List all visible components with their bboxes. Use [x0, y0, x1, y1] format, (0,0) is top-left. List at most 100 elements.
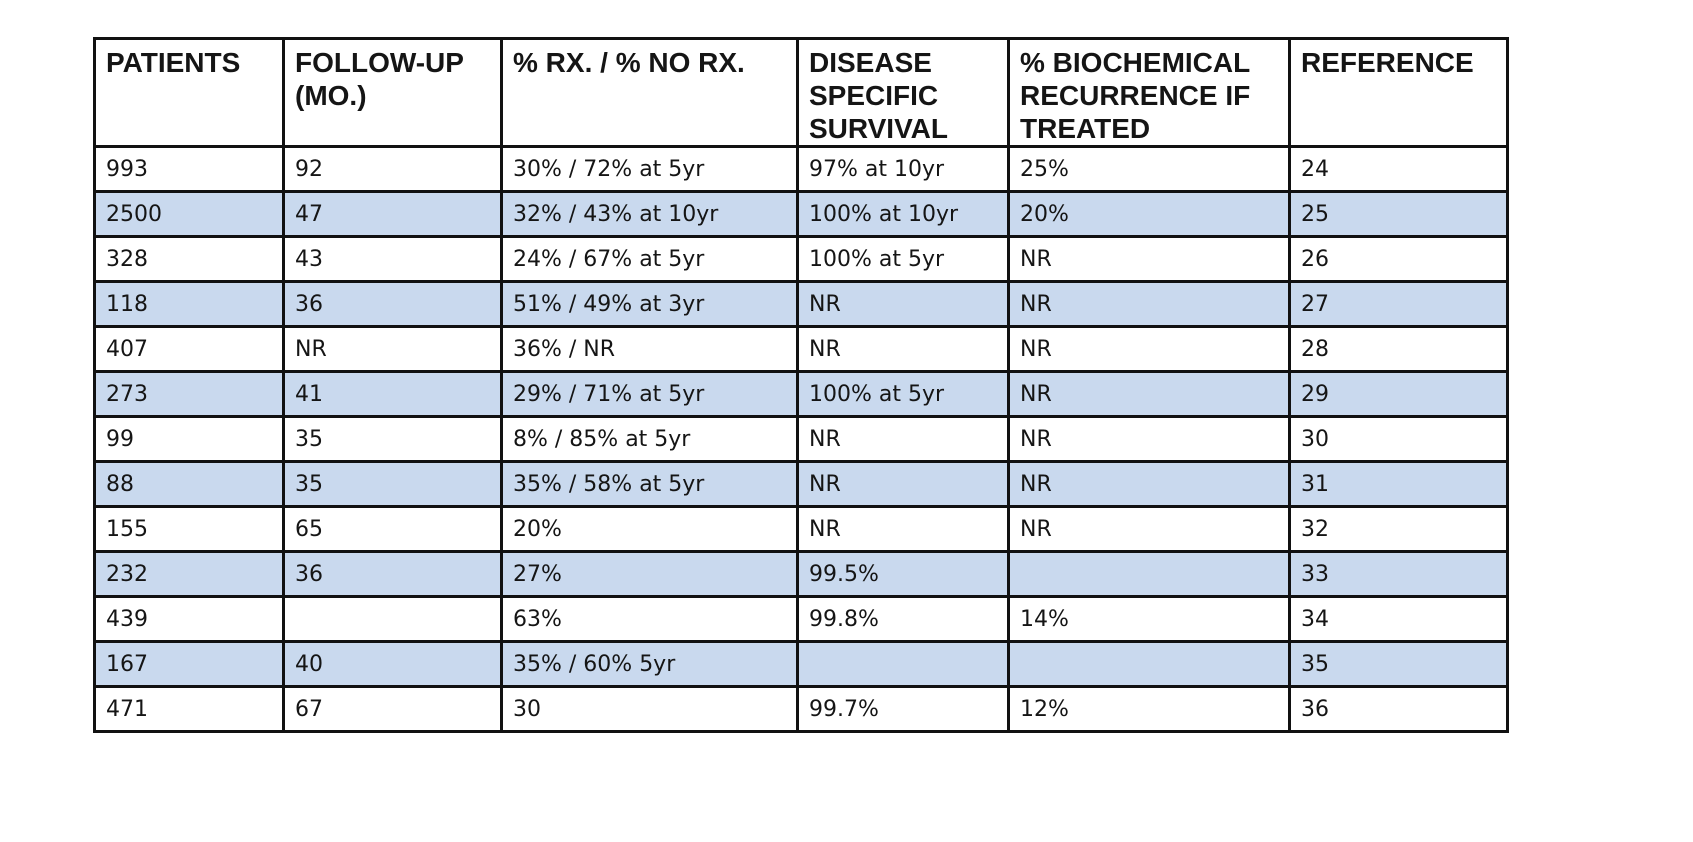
cell-reference: 27 — [1288, 280, 1509, 328]
cell-biochemical-recurrence: 12% — [1007, 685, 1291, 733]
cell-reference: 24 — [1288, 145, 1509, 193]
table-row: 88 35 35% / 58% at 5yr NR NR 31 — [93, 460, 1509, 508]
cell-biochemical-recurrence: NR — [1007, 415, 1291, 463]
outcomes-table: PATIENTS FOLLOW-UP (MO.) % RX. / % NO RX… — [93, 37, 1509, 733]
cell-patients: 232 — [93, 550, 285, 598]
table-row: 118 36 51% / 49% at 3yr NR NR 27 — [93, 280, 1509, 328]
cell-reference: 29 — [1288, 370, 1509, 418]
cell-patients: 99 — [93, 415, 285, 463]
table-body: 993 92 30% / 72% at 5yr 97% at 10yr 25% 24 250… — [93, 145, 1509, 733]
cell-disease-specific-survival: 99.7% — [796, 685, 1010, 733]
cell-biochemical-recurrence: NR — [1007, 505, 1291, 553]
cell-patients: 471 — [93, 685, 285, 733]
cell-reference: 34 — [1288, 595, 1509, 643]
cell-patients: 407 — [93, 325, 285, 373]
cell-disease-specific-survival: 99.8% — [796, 595, 1010, 643]
cell-follow-up — [282, 595, 503, 643]
cell-follow-up: 36 — [282, 280, 503, 328]
cell-reference: 25 — [1288, 190, 1509, 238]
cell-biochemical-recurrence: 25% — [1007, 145, 1291, 193]
cell-biochemical-recurrence: NR — [1007, 370, 1291, 418]
header-row: PATIENTS FOLLOW-UP (MO.) % RX. / % NO RX… — [93, 37, 1509, 148]
cell-follow-up: 67 — [282, 685, 503, 733]
table-row: 99 35 8% / 85% at 5yr NR NR 30 — [93, 415, 1509, 463]
cell-rx-no-rx: 35% / 60% 5yr — [500, 640, 799, 688]
header-biochemical-recurrence: % BIOCHEMICAL RECURRENCE IF TREATED — [1007, 37, 1291, 148]
cell-rx-no-rx: 30 — [500, 685, 799, 733]
cell-follow-up: NR — [282, 325, 503, 373]
header-patients: PATIENTS — [93, 37, 285, 148]
cell-follow-up: 65 — [282, 505, 503, 553]
cell-patients: 328 — [93, 235, 285, 283]
cell-biochemical-recurrence — [1007, 640, 1291, 688]
table-row: 471 67 30 99.7% 12% 36 — [93, 685, 1509, 733]
header-rx-no-rx: % RX. / % NO RX. — [500, 37, 799, 148]
header-disease-specific-survival: DISEASE SPECIFIC SURVIVAL — [796, 37, 1010, 148]
table-row: 993 92 30% / 72% at 5yr 97% at 10yr 25% 24 — [93, 145, 1509, 193]
cell-biochemical-recurrence: 20% — [1007, 190, 1291, 238]
cell-biochemical-recurrence: NR — [1007, 235, 1291, 283]
cell-reference: 32 — [1288, 505, 1509, 553]
cell-follow-up: 43 — [282, 235, 503, 283]
cell-biochemical-recurrence — [1007, 550, 1291, 598]
table-row: 439 63% 99.8% 14% 34 — [93, 595, 1509, 643]
cell-patients: 167 — [93, 640, 285, 688]
cell-patients: 439 — [93, 595, 285, 643]
cell-follow-up: 35 — [282, 460, 503, 508]
cell-disease-specific-survival: 100% at 10yr — [796, 190, 1010, 238]
cell-rx-no-rx: 8% / 85% at 5yr — [500, 415, 799, 463]
table-row: 155 65 20% NR NR 32 — [93, 505, 1509, 553]
cell-follow-up: 41 — [282, 370, 503, 418]
cell-patients: 273 — [93, 370, 285, 418]
cell-rx-no-rx: 63% — [500, 595, 799, 643]
cell-disease-specific-survival: NR — [796, 415, 1010, 463]
cell-reference: 26 — [1288, 235, 1509, 283]
cell-reference: 35 — [1288, 640, 1509, 688]
cell-follow-up: 35 — [282, 415, 503, 463]
cell-reference: 28 — [1288, 325, 1509, 373]
cell-follow-up: 92 — [282, 145, 503, 193]
cell-rx-no-rx: 35% / 58% at 5yr — [500, 460, 799, 508]
cell-reference: 36 — [1288, 685, 1509, 733]
cell-reference: 30 — [1288, 415, 1509, 463]
table-row: 2500 47 32% / 43% at 10yr 100% at 10yr 20% 25 — [93, 190, 1509, 238]
cell-disease-specific-survival: 99.5% — [796, 550, 1010, 598]
table-row: 167 40 35% / 60% 5yr 35 — [93, 640, 1509, 688]
cell-patients: 118 — [93, 280, 285, 328]
cell-rx-no-rx: 27% — [500, 550, 799, 598]
cell-rx-no-rx: 51% / 49% at 3yr — [500, 280, 799, 328]
cell-rx-no-rx: 30% / 72% at 5yr — [500, 145, 799, 193]
cell-rx-no-rx: 24% / 67% at 5yr — [500, 235, 799, 283]
cell-patients: 155 — [93, 505, 285, 553]
header-reference: REFERENCE — [1288, 37, 1509, 148]
cell-rx-no-rx: 36% / NR — [500, 325, 799, 373]
cell-rx-no-rx: 29% / 71% at 5yr — [500, 370, 799, 418]
cell-disease-specific-survival: NR — [796, 505, 1010, 553]
cell-follow-up: 40 — [282, 640, 503, 688]
cell-biochemical-recurrence: NR — [1007, 460, 1291, 508]
table-header: PATIENTS FOLLOW-UP (MO.) % RX. / % NO RX… — [93, 37, 1509, 148]
cell-biochemical-recurrence: 14% — [1007, 595, 1291, 643]
cell-biochemical-recurrence: NR — [1007, 280, 1291, 328]
cell-disease-specific-survival: 100% at 5yr — [796, 235, 1010, 283]
header-follow-up: FOLLOW-UP (MO.) — [282, 37, 503, 148]
cell-disease-specific-survival: NR — [796, 325, 1010, 373]
cell-disease-specific-survival: NR — [796, 460, 1010, 508]
cell-patients: 2500 — [93, 190, 285, 238]
data-table-container: PATIENTS FOLLOW-UP (MO.) % RX. / % NO RX… — [93, 37, 1509, 733]
cell-patients: 993 — [93, 145, 285, 193]
cell-reference: 33 — [1288, 550, 1509, 598]
cell-biochemical-recurrence: NR — [1007, 325, 1291, 373]
cell-patients: 88 — [93, 460, 285, 508]
cell-disease-specific-survival — [796, 640, 1010, 688]
cell-reference: 31 — [1288, 460, 1509, 508]
cell-disease-specific-survival: 100% at 5yr — [796, 370, 1010, 418]
cell-disease-specific-survival: 97% at 10yr — [796, 145, 1010, 193]
table-row: 232 36 27% 99.5% 33 — [93, 550, 1509, 598]
cell-follow-up: 36 — [282, 550, 503, 598]
table-row: 273 41 29% / 71% at 5yr 100% at 5yr NR 29 — [93, 370, 1509, 418]
table-row: 407 NR 36% / NR NR NR 28 — [93, 325, 1509, 373]
table-row: 328 43 24% / 67% at 5yr 100% at 5yr NR 26 — [93, 235, 1509, 283]
cell-follow-up: 47 — [282, 190, 503, 238]
cell-rx-no-rx: 20% — [500, 505, 799, 553]
